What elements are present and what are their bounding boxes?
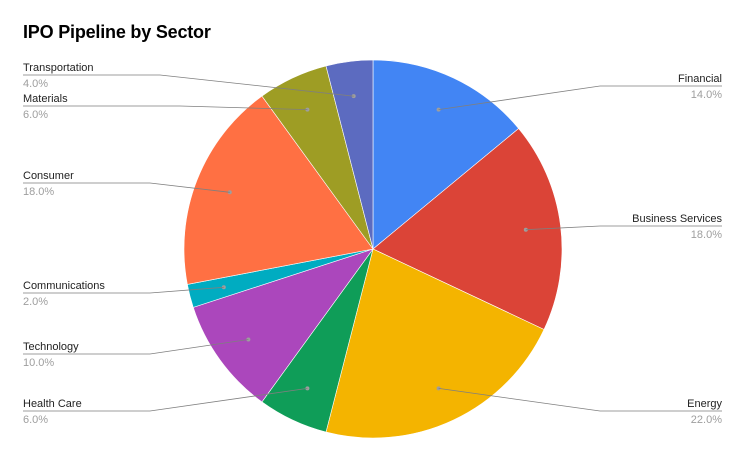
slice-label-consumer: Consumer	[23, 170, 74, 182]
pie-slice-energy[interactable]	[325, 248, 545, 439]
slice-label-communications: Communications	[23, 280, 105, 292]
slice-percent-technology: 10.0%	[23, 357, 54, 369]
slice-percent-energy: 22.0%	[691, 414, 722, 426]
slice-label-materials: Materials	[23, 93, 68, 105]
pie-slices	[183, 59, 563, 439]
slice-label-technology: Technology	[23, 341, 79, 353]
slice-percent-materials: 6.0%	[23, 109, 48, 121]
pie-slice-consumer[interactable]	[183, 95, 374, 285]
leader-line-energy	[438, 387, 722, 412]
pie-slice-transportation[interactable]	[325, 59, 374, 250]
slice-label-health-care: Health Care	[23, 398, 82, 410]
leader-line-business-services	[525, 225, 722, 231]
leader-line-health-care	[23, 387, 308, 412]
slice-labels: Financial 14.0% Business Services 18.0% Ener…	[23, 62, 722, 426]
slice-percent-transportation: 4.0%	[23, 78, 48, 90]
leader-line-technology	[23, 339, 249, 355]
slice-percent-health-care: 6.0%	[23, 414, 48, 426]
slice-percent-consumer: 18.0%	[23, 186, 54, 198]
chart-title: IPO Pipeline by Sector	[23, 22, 211, 42]
leader-line-financial	[438, 85, 722, 111]
slice-percent-financial: 14.0%	[691, 89, 722, 101]
slice-label-transportation: Transportation	[23, 62, 94, 74]
slice-percent-business-services: 18.0%	[691, 229, 722, 241]
leader-line-communications	[23, 286, 224, 294]
pie-slice-technology[interactable]	[192, 248, 374, 403]
slice-percent-communications: 2.0%	[23, 296, 48, 308]
leader-line-consumer	[23, 182, 230, 193]
pie-slice-financial[interactable]	[372, 59, 520, 250]
leader-line-transportation	[23, 74, 354, 97]
slice-label-business-services: Business Services	[632, 213, 722, 225]
slice-label-energy: Energy	[687, 398, 722, 410]
slice-label-financial: Financial	[678, 73, 722, 85]
pie-slice-business-services[interactable]	[372, 128, 563, 330]
leader-lines	[23, 74, 722, 412]
leader-line-materials	[23, 105, 308, 111]
